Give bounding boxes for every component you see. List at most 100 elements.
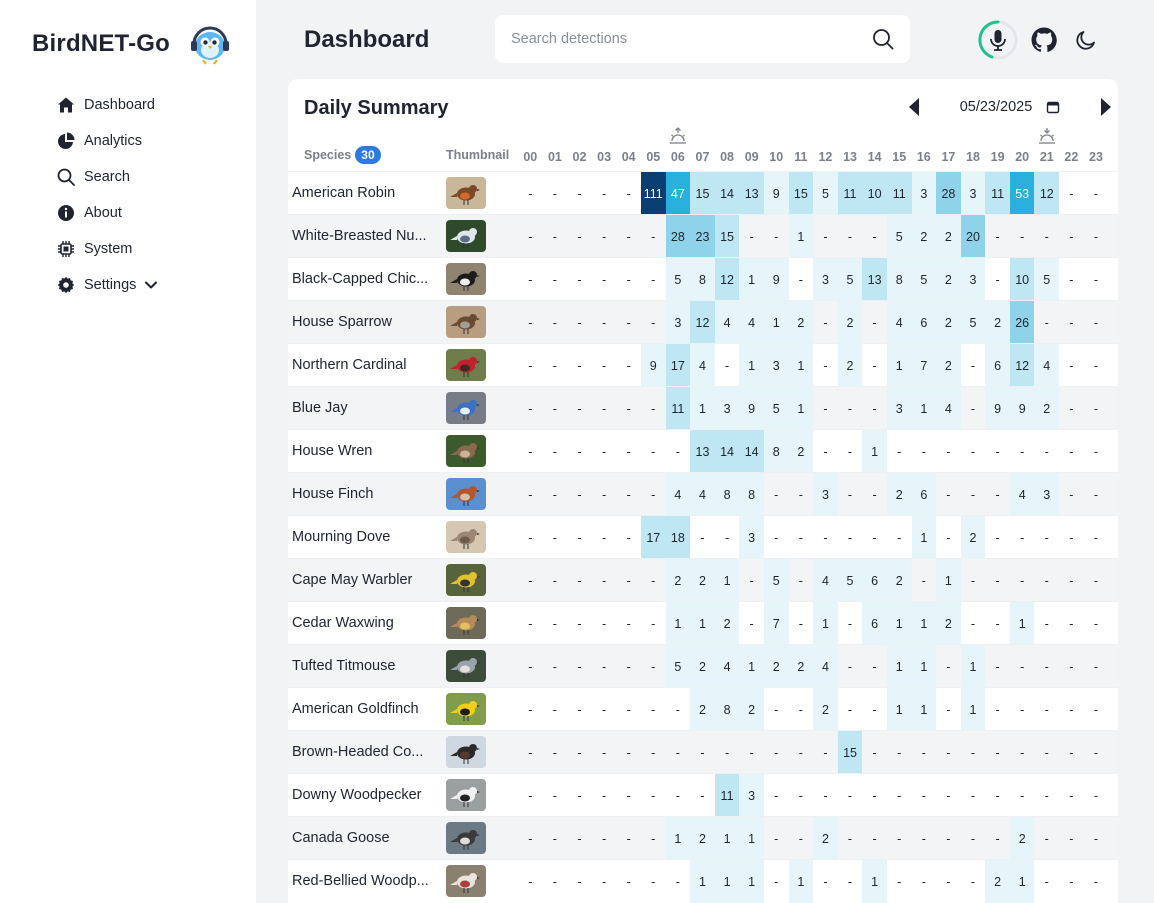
hour-count-cell[interactable]: 12 xyxy=(1034,172,1060,215)
hour-count-cell[interactable]: 11 xyxy=(985,172,1010,215)
hour-count-cell[interactable]: 3 xyxy=(665,301,691,344)
previous-day-button[interactable] xyxy=(902,95,926,119)
hour-count-cell[interactable]: 1 xyxy=(714,860,740,903)
bird-thumbnail[interactable] xyxy=(446,349,486,381)
hour-count-cell[interactable]: 5 xyxy=(763,559,789,602)
hour-count-cell[interactable]: 2 xyxy=(886,559,912,602)
bird-thumbnail[interactable] xyxy=(446,693,486,725)
hour-count-cell[interactable]: 2 xyxy=(813,688,838,731)
chevron-down-icon[interactable] xyxy=(144,278,158,292)
species-name[interactable]: Downy Woodpecker xyxy=(292,787,422,803)
hour-count-cell[interactable]: 1 xyxy=(665,817,691,860)
hour-count-cell[interactable]: 28 xyxy=(665,215,691,258)
species-name[interactable]: American Goldfinch xyxy=(292,701,419,717)
species-name[interactable]: House Sparrow xyxy=(292,314,392,330)
github-link[interactable] xyxy=(1024,20,1064,60)
hour-count-cell[interactable]: 5 xyxy=(960,301,986,344)
hour-count-cell[interactable]: 3 xyxy=(739,516,764,559)
hour-count-cell[interactable]: 2 xyxy=(960,516,986,559)
bird-thumbnail[interactable] xyxy=(446,392,486,424)
hour-count-cell[interactable]: 13 xyxy=(690,430,715,473)
hour-count-cell[interactable]: 5 xyxy=(813,172,838,215)
sidebar-item-dashboard[interactable]: Dashboard xyxy=(56,87,246,123)
hour-count-cell[interactable]: 3 xyxy=(960,258,986,301)
hour-count-cell[interactable]: 4 xyxy=(886,301,912,344)
hour-count-cell[interactable]: 1 xyxy=(788,387,814,430)
table-row[interactable]: House Sparrow - - - - - -3 12 4 4 1 2-2-4 6 2 5 2 26- - - xyxy=(288,300,1118,344)
hour-count-cell[interactable]: 13 xyxy=(862,258,887,301)
brand[interactable]: BirdNET-Go xyxy=(32,22,232,66)
hour-count-cell[interactable]: 2 xyxy=(690,559,715,602)
hour-count-cell[interactable]: 2 xyxy=(985,860,1010,903)
bird-thumbnail[interactable] xyxy=(446,865,486,897)
hour-count-cell[interactable]: 1 xyxy=(911,645,937,688)
hour-count-cell[interactable]: 1 xyxy=(813,602,838,645)
table-row[interactable]: House Finch - - - - - -4 4 8 8- -3- -2 6- - -4 3- - xyxy=(288,472,1118,516)
hour-count-cell[interactable]: 1 xyxy=(886,645,912,688)
hour-count-cell[interactable]: 3 xyxy=(911,172,937,215)
hour-count-cell[interactable]: 2 xyxy=(911,215,937,258)
hour-count-cell[interactable]: 1 xyxy=(763,301,789,344)
hour-count-cell[interactable]: 2 xyxy=(763,645,789,688)
bird-thumbnail[interactable] xyxy=(446,650,486,682)
hour-count-cell[interactable]: 1 xyxy=(911,516,937,559)
hour-count-cell[interactable]: 14 xyxy=(739,430,764,473)
hour-count-cell[interactable]: 1 xyxy=(690,602,715,645)
species-name[interactable]: Black-Capped Chic... xyxy=(292,271,429,287)
table-row[interactable]: Cedar Waxwing - - - - - -1 1 2-7-1-6 1 1 2- -1- - - xyxy=(288,601,1118,645)
bird-thumbnail[interactable] xyxy=(446,220,486,252)
hour-count-cell[interactable]: 10 xyxy=(862,172,887,215)
hour-count-cell[interactable]: 1 xyxy=(960,645,986,688)
bird-thumbnail[interactable] xyxy=(446,822,486,854)
species-name[interactable]: Cape May Warbler xyxy=(292,572,413,588)
hour-count-cell[interactable]: 2 xyxy=(739,688,764,731)
hour-count-cell[interactable]: 4 xyxy=(714,301,740,344)
hour-count-cell[interactable]: 9 xyxy=(640,344,666,387)
species-name[interactable]: Mourning Dove xyxy=(292,529,391,545)
table-row[interactable]: House Wren - - - - - - -13 14 14 8 2- -1- - - - - - - - - xyxy=(288,429,1118,473)
hour-count-cell[interactable]: 11 xyxy=(714,774,740,817)
hour-count-cell[interactable]: 2 xyxy=(788,430,814,473)
hour-count-cell[interactable]: 20 xyxy=(960,215,986,258)
hour-count-cell[interactable]: 8 xyxy=(739,473,764,516)
hour-count-cell[interactable]: 2 xyxy=(837,301,863,344)
hour-count-cell[interactable]: 15 xyxy=(690,172,715,215)
hour-count-cell[interactable]: 2 xyxy=(985,301,1010,344)
hour-count-cell[interactable]: 3 xyxy=(739,774,764,817)
table-row[interactable]: Canada Goose - - - - - -1 2 1 1- -2- - - - - - -2- - - xyxy=(288,816,1118,860)
hour-count-cell[interactable]: 14 xyxy=(714,430,740,473)
hour-count-cell[interactable]: 4 xyxy=(739,301,764,344)
table-row[interactable]: American Goldfinch - - - - - - -2 8 2- -2- -1 1-1- - -… xyxy=(288,687,1118,731)
bird-thumbnail[interactable] xyxy=(446,435,486,467)
hour-count-cell[interactable]: 1 xyxy=(714,817,740,860)
hour-count-cell[interactable]: 4 xyxy=(690,344,715,387)
hour-count-cell[interactable]: 9 xyxy=(1009,387,1035,430)
hour-count-cell[interactable]: 1 xyxy=(886,344,912,387)
hour-count-cell[interactable]: 4 xyxy=(813,559,838,602)
hour-count-cell[interactable]: 2 xyxy=(690,645,715,688)
bird-thumbnail[interactable] xyxy=(446,177,486,209)
table-row[interactable]: Downy Woodpecker - - - - - - - -11 3- - - - - - - - - - - - -… xyxy=(288,773,1118,817)
table-row[interactable]: American Robin - - - - -111 47 15 14 13 9 15 5 11 10 11… xyxy=(288,171,1118,215)
hour-count-cell[interactable]: 2 xyxy=(936,215,961,258)
hour-count-cell[interactable]: 2 xyxy=(813,817,838,860)
hour-count-cell[interactable]: 1 xyxy=(960,688,986,731)
species-name[interactable]: Northern Cardinal xyxy=(292,357,407,373)
hour-count-cell[interactable]: 3 xyxy=(1034,473,1060,516)
hour-count-cell[interactable]: 4 xyxy=(936,387,961,430)
hour-count-cell[interactable]: 1 xyxy=(665,602,691,645)
hour-count-cell[interactable]: 3 xyxy=(813,258,838,301)
table-row[interactable]: Black-Capped Chic... - - - - - -5 8 12 1 9-3 5 13 8 5 2… xyxy=(288,257,1118,301)
sidebar-item-system[interactable]: System xyxy=(56,231,246,267)
hour-count-cell[interactable]: 6 xyxy=(911,301,937,344)
hour-count-cell[interactable]: 8 xyxy=(714,688,740,731)
table-row[interactable]: Red-Bellied Woodp... - - - - - - -1 1 1-1- -1- - - -2… xyxy=(288,859,1118,903)
hour-count-cell[interactable]: 1 xyxy=(690,387,715,430)
bird-thumbnail[interactable] xyxy=(446,306,486,338)
hour-count-cell[interactable]: 8 xyxy=(714,473,740,516)
bird-thumbnail[interactable] xyxy=(446,607,486,639)
hour-count-cell[interactable]: 1 xyxy=(1009,602,1035,645)
hour-count-cell[interactable]: 9 xyxy=(763,258,789,301)
hour-count-cell[interactable]: 1 xyxy=(788,344,814,387)
hour-count-cell[interactable]: 4 xyxy=(1009,473,1035,516)
